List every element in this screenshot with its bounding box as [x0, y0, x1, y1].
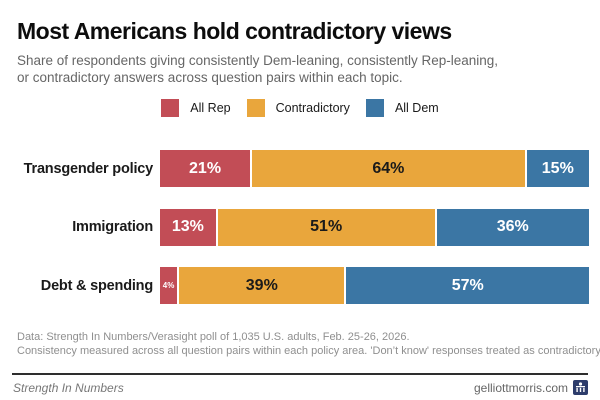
- segment-value-label: 21%: [189, 159, 222, 177]
- site-url[interactable]: gelliottmorris.com: [473, 380, 568, 395]
- all-rep-swatch-icon: [161, 99, 180, 117]
- note-line-1: Data: Strength In Numbers/Verasight poll…: [17, 331, 410, 343]
- bar-segment: 13%: [160, 208, 216, 246]
- bar-segment: 4%: [160, 267, 178, 304]
- segment-value-label: 51%: [310, 218, 343, 235]
- legend-label: Contradictory: [275, 101, 350, 115]
- stacked-bar: 21% 64% 15%: [160, 150, 589, 187]
- bar-segment: 64%: [250, 150, 525, 187]
- source-notes: Data: Strength In Numbers/Verasight poll…: [17, 331, 600, 358]
- bar-segment: 21%: [160, 150, 251, 187]
- bar-segment: 36%: [434, 208, 589, 246]
- note-line-2: Consistency measured across all question…: [17, 344, 600, 357]
- category-label: Immigration: [72, 219, 153, 235]
- segment-value-label: 13%: [171, 218, 204, 235]
- bar-row-immigration: Immigration 13% 51% 36%: [0, 208, 600, 246]
- chart-subtitle: Share of respondents giving consistently…: [17, 52, 587, 86]
- footer-divider: [12, 373, 588, 375]
- subtitle-line-2: or contradictory answers across question…: [17, 70, 403, 85]
- segment-value-label: 64%: [372, 159, 405, 177]
- segment-value-label: 4%: [162, 281, 175, 290]
- segment-value-label: 15%: [541, 159, 574, 177]
- contradictory-swatch-icon: [246, 99, 265, 117]
- site-credit: gelliottmorris.com: [474, 380, 588, 395]
- legend-item-all-rep: All Rep: [161, 99, 231, 117]
- legend-label: All Dem: [394, 101, 439, 115]
- segment-value-label: 57%: [451, 276, 484, 294]
- chart-legend: All Rep Contradictory All Dem: [0, 99, 600, 117]
- legend-label: All Rep: [190, 101, 231, 115]
- capitol-logo-icon: [573, 380, 588, 395]
- footer: Strength In Numbers gelliottmorris.com: [13, 380, 588, 395]
- category-label: Transgender policy: [23, 160, 154, 177]
- subtitle-line-1: Share of respondents giving consistently…: [17, 53, 499, 68]
- legend-item-all-dem: All Dem: [365, 99, 439, 117]
- page-title: Most Americans hold contradictory views: [17, 18, 452, 44]
- bar-segment: 57%: [344, 267, 589, 304]
- bar-row-transgender-policy: Transgender policy 21% 64% 15%: [0, 150, 600, 187]
- bar-segment: 39%: [177, 267, 345, 304]
- bar-segment: 15%: [524, 150, 589, 187]
- stacked-bar-chart: Transgender policy 21% 64% 15% Immigration…: [0, 150, 600, 326]
- bar-segment: 51%: [215, 208, 435, 246]
- all-dem-swatch-icon: [365, 99, 384, 117]
- category-label: Debt & spending: [40, 277, 153, 294]
- segment-value-label: 39%: [245, 276, 278, 294]
- segment-value-label: 36%: [496, 218, 529, 235]
- stacked-bar: 13% 51% 36%: [160, 208, 589, 246]
- legend-item-contradictory: Contradictory: [246, 99, 350, 117]
- brand-name: Strength In Numbers: [13, 380, 124, 395]
- stacked-bar: 4% 39% 57%: [160, 267, 589, 304]
- bar-row-debt-spending: Debt & spending 4% 39% 57%: [0, 267, 600, 304]
